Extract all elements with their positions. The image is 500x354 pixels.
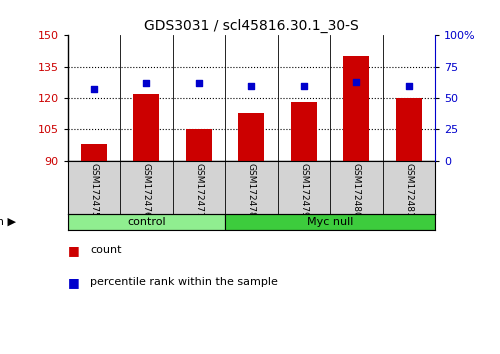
- Text: percentile rank within the sample: percentile rank within the sample: [90, 277, 278, 287]
- Bar: [80, 144, 107, 161]
- Point: [405, 83, 413, 88]
- Text: genotype/variation ▶: genotype/variation ▶: [0, 217, 16, 227]
- Text: GSM172481: GSM172481: [404, 164, 413, 218]
- Text: ■: ■: [68, 276, 79, 289]
- Text: GSM172478: GSM172478: [247, 164, 256, 218]
- Text: count: count: [90, 245, 122, 255]
- Text: ■: ■: [68, 244, 79, 257]
- Point: [248, 83, 256, 88]
- Bar: [396, 98, 422, 161]
- Title: GDS3031 / scl45816.30.1_30-S: GDS3031 / scl45816.30.1_30-S: [144, 19, 358, 33]
- Text: GSM172479: GSM172479: [299, 164, 308, 218]
- Point: [142, 80, 150, 86]
- Bar: [133, 94, 160, 161]
- Point: [90, 86, 98, 92]
- Text: GSM172476: GSM172476: [142, 164, 151, 218]
- Text: GSM172475: GSM172475: [89, 164, 98, 218]
- Point: [195, 80, 203, 86]
- Bar: [238, 113, 264, 161]
- Text: GSM172477: GSM172477: [194, 164, 203, 218]
- Bar: [290, 102, 317, 161]
- Text: Myc null: Myc null: [307, 217, 353, 227]
- Bar: [343, 56, 369, 161]
- Bar: [186, 130, 212, 161]
- Bar: [68, 214, 225, 230]
- Point: [300, 83, 308, 88]
- Point: [352, 79, 360, 85]
- Text: control: control: [127, 217, 166, 227]
- Text: GSM172480: GSM172480: [352, 164, 361, 218]
- Bar: [225, 214, 435, 230]
